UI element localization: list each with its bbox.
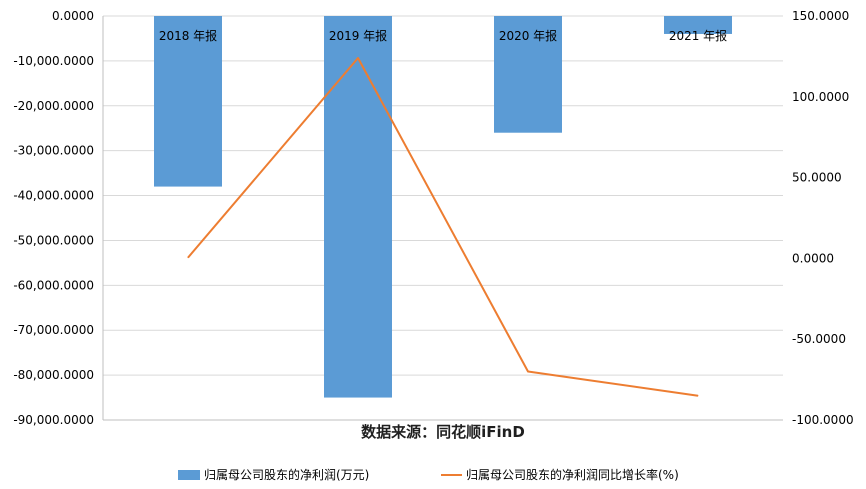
left-tick-label: -30,000.0000 <box>13 144 94 158</box>
bar <box>664 16 732 34</box>
legend: 归属母公司股东的净利润(万元) 归属母公司股东的净利润同比增长率(%) <box>178 467 679 482</box>
bar-series <box>154 16 732 398</box>
growth-rate-line <box>187 57 699 397</box>
left-tick-label: -50,000.0000 <box>13 233 94 247</box>
right-axis-ticks: 150.0000 100.0000 50.0000 0.0000 -50.0000 -10… <box>792 9 854 427</box>
left-tick-label: -60,000.0000 <box>13 278 94 292</box>
source-note: 数据来源：同花顺iFinD <box>361 423 525 441</box>
left-tick-label: -40,000.0000 <box>13 189 94 203</box>
category-labels: 2018 年报 2019 年报 2020 年报 2021 年报 <box>159 28 727 43</box>
left-tick-label: -80,000.0000 <box>13 368 94 382</box>
right-tick-label: 0.0000 <box>792 251 834 265</box>
right-tick-label: 100.0000 <box>792 90 849 104</box>
line-series <box>187 57 699 397</box>
right-tick-label: 50.0000 <box>792 171 842 185</box>
category-label: 2018 年报 <box>159 28 217 43</box>
line-point <box>187 257 189 259</box>
legend-bar-label: 归属母公司股东的净利润(万元) <box>204 467 369 482</box>
bar <box>494 16 562 133</box>
right-tick-label: -100.0000 <box>792 413 854 427</box>
left-tick-label: -90,000.0000 <box>13 413 94 427</box>
left-tick-label: -10,000.0000 <box>13 54 94 68</box>
category-label: 2019 年报 <box>329 28 387 43</box>
legend-bar-swatch <box>178 470 200 480</box>
right-tick-label: 150.0000 <box>792 9 849 23</box>
right-tick-label: -50.0000 <box>792 332 846 346</box>
bar <box>154 16 222 187</box>
left-tick-label: -20,000.0000 <box>13 99 94 113</box>
category-label: 2020 年报 <box>499 28 557 43</box>
left-tick-label: -70,000.0000 <box>13 323 94 337</box>
line-point <box>357 57 359 59</box>
line-point <box>697 395 699 397</box>
bar <box>324 16 392 398</box>
left-axis-ticks: 0.0000 -10,000.0000 -20,000.0000 -30,000.00… <box>13 9 94 427</box>
category-label: 2021 年报 <box>669 28 727 43</box>
line-point <box>527 371 529 373</box>
left-tick-label: 0.0000 <box>52 9 94 23</box>
legend-line-label: 归属母公司股东的净利润同比增长率(%) <box>466 467 679 482</box>
